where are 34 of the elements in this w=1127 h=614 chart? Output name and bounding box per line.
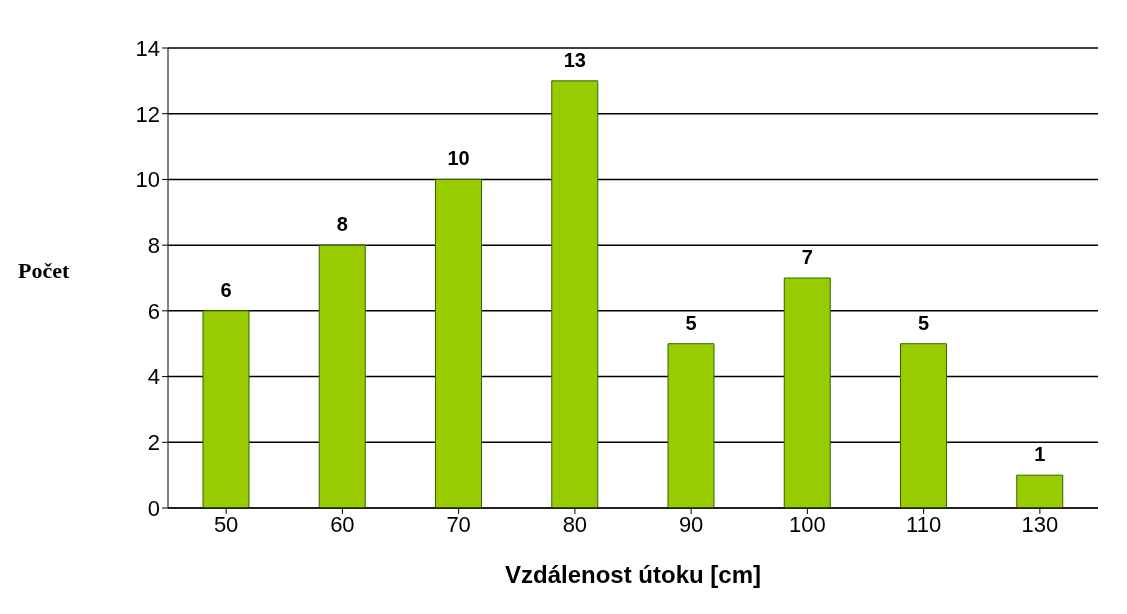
bar — [435, 178, 482, 508]
x-tick-label: 110 — [906, 511, 942, 537]
data-label: 10 — [447, 147, 470, 170]
y-tick-label: 8 — [147, 232, 160, 258]
y-tick-label: 14 — [135, 35, 160, 61]
y-tick-label: 10 — [135, 167, 160, 193]
data-label: 8 — [336, 213, 348, 236]
bar — [667, 343, 715, 508]
bar — [783, 277, 831, 508]
bar — [551, 80, 599, 508]
data-label: 5 — [685, 311, 697, 334]
data-label: 7 — [801, 246, 813, 268]
x-tick-label: 60 — [330, 511, 355, 537]
y-tick-label: 12 — [135, 101, 160, 127]
y-tick-label: 6 — [147, 298, 160, 324]
bar — [900, 343, 947, 508]
data-label: 13 — [563, 48, 586, 71]
x-tick-label: 100 — [789, 511, 826, 537]
data-label: 5 — [917, 311, 930, 334]
y-tick-label: 2 — [147, 430, 160, 456]
bar — [1016, 474, 1064, 508]
bar — [202, 310, 250, 508]
bar — [318, 244, 366, 508]
x-tick-label: 80 — [562, 511, 588, 537]
x-tick-label: 130 — [1021, 511, 1059, 537]
data-label: 6 — [220, 278, 232, 301]
data-label: 1 — [1034, 443, 1046, 466]
x-axis-title: Vzdálenost útoku [cm] — [504, 561, 762, 588]
y-tick-label: 4 — [147, 364, 160, 390]
x-tick-label: 70 — [446, 511, 471, 537]
y-tick-label: 0 — [147, 495, 160, 521]
x-tick-label: 90 — [678, 511, 704, 537]
x-tick-label: 50 — [213, 511, 239, 537]
y-axis-title: Počet — [18, 258, 70, 284]
